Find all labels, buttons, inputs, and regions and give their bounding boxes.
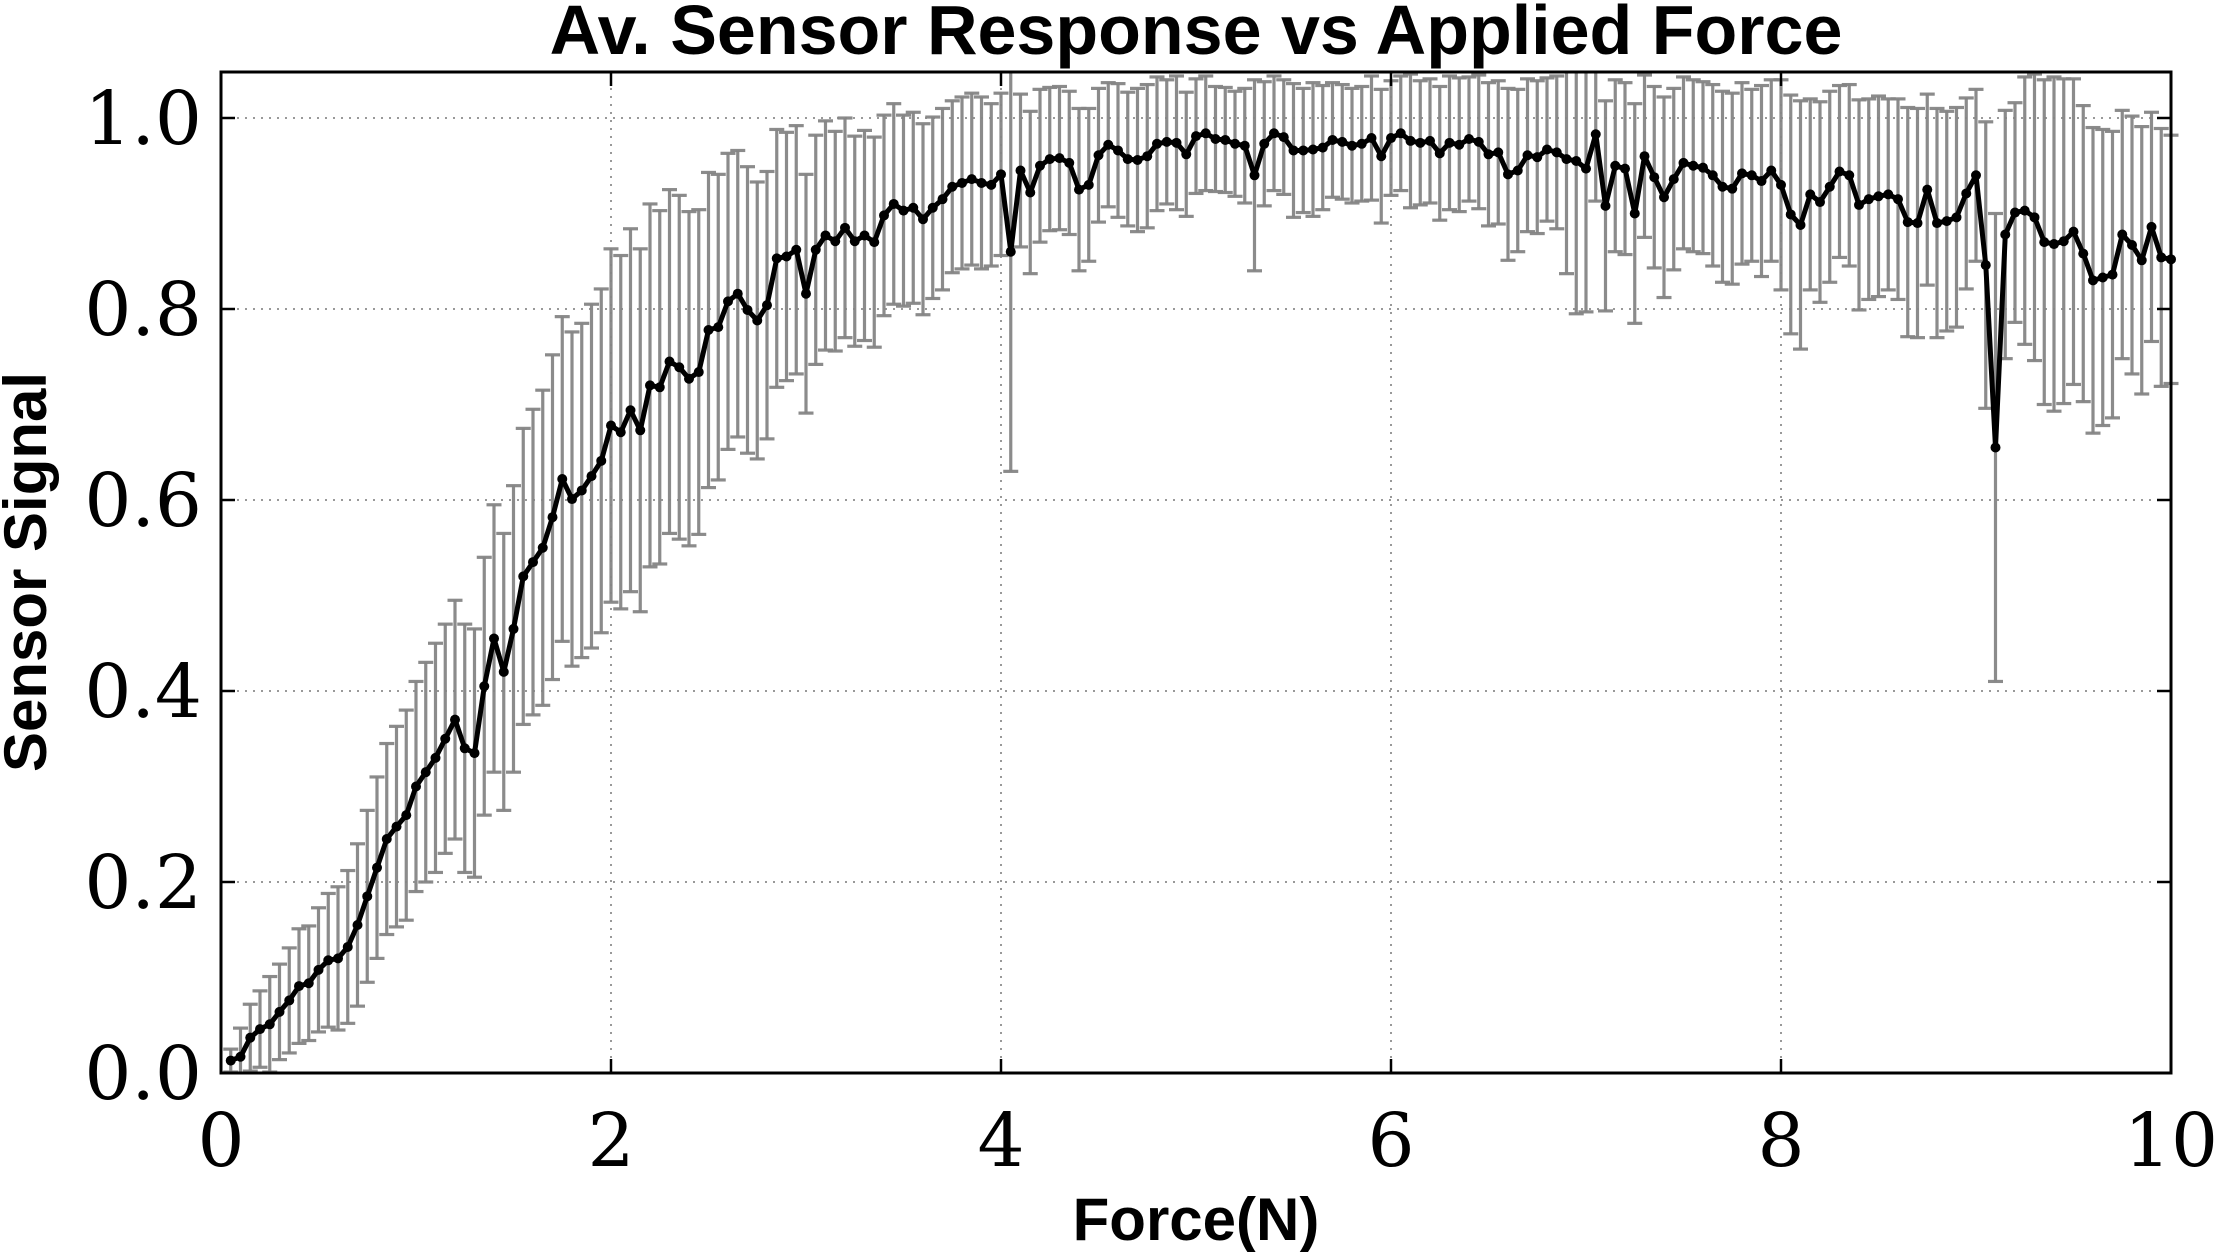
y-axis-label: Sensor Signal <box>0 372 59 772</box>
x-tick-label: 10 <box>2124 1098 2218 1184</box>
x-tick-label: 8 <box>1757 1098 1804 1184</box>
x-tick-label: 6 <box>1367 1098 1414 1184</box>
y-tick-label: 0.8 <box>84 267 202 353</box>
x-tick-label: 4 <box>977 1098 1024 1184</box>
tick-labels: 0 2 4 6 8 10 0.0 0.2 0.4 0.6 0.8 1.0 <box>84 76 2218 1184</box>
axes-frame <box>219 70 2173 1075</box>
y-tick-label: 0.6 <box>84 458 202 544</box>
y-tick-label: 0.2 <box>84 840 202 926</box>
chart-title: Av. Sensor Response vs Applied Force <box>550 0 1843 69</box>
x-tick-label: 0 <box>197 1098 244 1184</box>
data-series <box>225 128 2176 1066</box>
x-tick-label: 2 <box>587 1098 634 1184</box>
y-tick-label: 0.4 <box>84 649 202 735</box>
y-tick-label: 0.0 <box>84 1031 202 1117</box>
x-axis-label: Force(N) <box>1073 1186 1320 1252</box>
y-tick-label: 1.0 <box>84 76 202 162</box>
gridlines <box>221 72 2171 1073</box>
